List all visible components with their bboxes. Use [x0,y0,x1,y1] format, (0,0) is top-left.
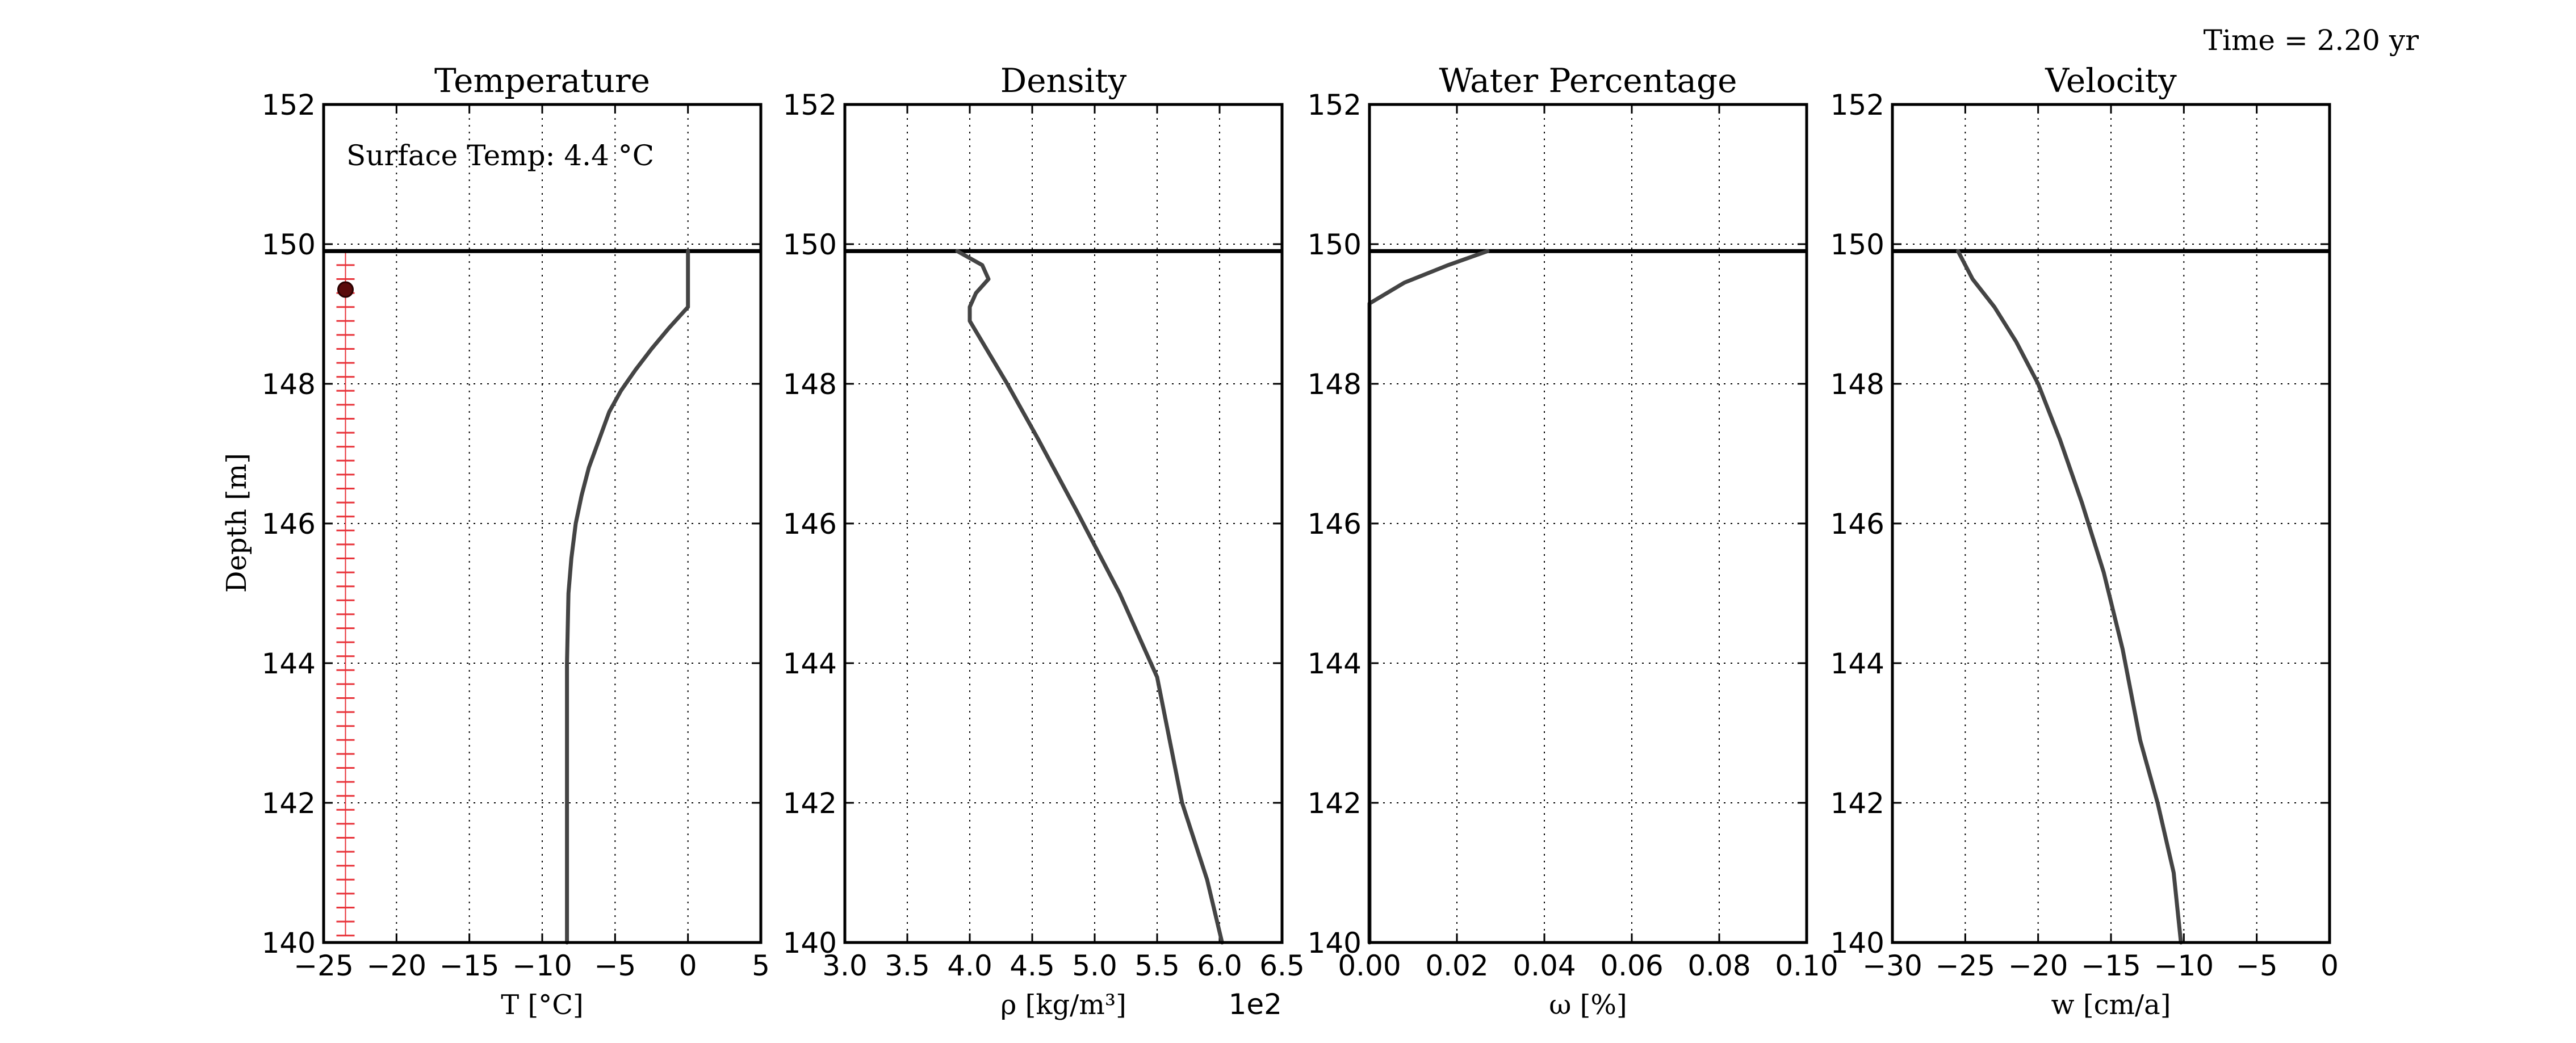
y-tick-label: 150 [262,228,316,261]
marker-dot [337,281,354,298]
x-tick-label: 0.06 [1600,949,1663,982]
y-tick-label: 142 [1308,787,1362,820]
x-tick-label: 6.0 [1197,949,1242,982]
x-tick-label: 0.08 [1687,949,1750,982]
x-tick-label: −10 [2154,949,2214,982]
y-tick-label: 144 [1308,647,1362,680]
panel-2: 3.0 3.5 4.0 4.5 5.0 5.5 6.0 6.5 140 142 144 146 148 1… [783,61,1305,1021]
panel-4: −30 −25 −20 −15 −10 −5 0 140 142 144 146 148 150 152 V… [1831,61,2339,1021]
x-tick-label: 5 [752,949,770,982]
panels: −25 −20 −15 −10 −5 0 5 140 142 144 146 148 150 152 Sur… [262,61,2339,1021]
series-line [565,249,690,945]
y-tick-label: 150 [783,228,837,261]
y-tick-label: 150 [1831,228,1884,261]
x-tick-label: −20 [2008,949,2068,982]
x-axis-label: ρ [kg/m³] [1000,989,1126,1021]
plot-frame [1368,103,1808,944]
x-offset-label: 1e2 [1229,988,1282,1021]
time-label: Time = 2.20 yr [2204,24,2419,57]
y-tick-label: 146 [262,508,316,541]
plot-frame [843,103,1284,944]
series-line [955,249,1224,945]
x-axis-label: w [cm/a] [2051,989,2171,1021]
y-tick-label: 142 [1831,787,1884,820]
x-tick-label: −15 [2081,949,2141,982]
x-tick-label: −5 [594,949,636,982]
x-tick-label: −10 [512,949,572,982]
y-tick-label: 142 [262,787,316,820]
y-tick-label: 146 [1831,508,1884,541]
panel-title: Water Percentage [1439,61,1737,100]
plot-frame [1891,103,2331,944]
x-tick-label: 5.0 [1072,949,1117,982]
y-tick-label: 148 [783,368,837,401]
x-tick-label: 0.00 [1338,949,1401,982]
y-tick-label: 146 [783,508,837,541]
y-tick-label: 150 [1308,228,1362,261]
y-tick-label: 152 [262,89,316,122]
y-tick-label: 148 [1308,368,1362,401]
panel-title: Temperature [434,61,650,100]
x-tick-label: 0.10 [1775,949,1838,982]
x-tick-label: 5.5 [1134,949,1180,982]
x-axis-label: ω [%] [1549,989,1627,1021]
x-tick-label: 0.04 [1513,949,1576,982]
x-tick-label: −15 [439,949,500,982]
panel-3: 0.00 0.02 0.04 0.06 0.08 0.10 140 142 144 146 148 1… [1308,61,1838,1021]
x-tick-label: 4.0 [947,949,992,982]
x-tick-label: −25 [294,949,354,982]
y-tick-label: 142 [783,787,837,820]
y-tick-label: 140 [1308,927,1362,960]
x-tick-label: −5 [2236,949,2278,982]
x-tick-label: 4.5 [1010,949,1055,982]
y-tick-label: 140 [262,927,316,960]
panel-title: Velocity [2045,61,2177,100]
y-tick-label: 152 [1831,89,1884,122]
x-axis-label: T [°C] [501,989,583,1021]
plot-frame [322,103,763,944]
y-tick-label: 148 [262,368,316,401]
x-tick-label: 0 [679,949,697,982]
y-tick-label: 148 [1831,368,1884,401]
series-line [1956,249,2183,945]
x-tick-label: −25 [1936,949,1996,982]
panel-1: −25 −20 −15 −10 −5 0 5 140 142 144 146 148 150 152 Sur… [262,61,770,1021]
panel-title: Density [1000,61,1127,100]
surface-temp-annotation: Surface Temp: 4.4 °C [346,139,654,172]
y-tick-label: 144 [262,647,316,680]
x-tick-label: 6.5 [1259,949,1305,982]
y-tick-label: 140 [1831,927,1884,960]
x-tick-label: −20 [367,949,427,982]
y-tick-label: 144 [1831,647,1884,680]
x-tick-label: 3.0 [822,949,868,982]
y-tick-label: 144 [783,647,837,680]
x-tick-label: 0 [2321,949,2339,982]
y-tick-label: 146 [1308,508,1362,541]
x-tick-label: 3.5 [885,949,930,982]
y-tick-label: 152 [783,89,837,122]
x-tick-label: 0.02 [1425,949,1488,982]
y-axis-label: Depth [m] [221,453,253,593]
x-tick-label: −30 [1862,949,1922,982]
y-tick-label: 152 [1308,89,1362,122]
y-tick-label: 140 [783,927,837,960]
